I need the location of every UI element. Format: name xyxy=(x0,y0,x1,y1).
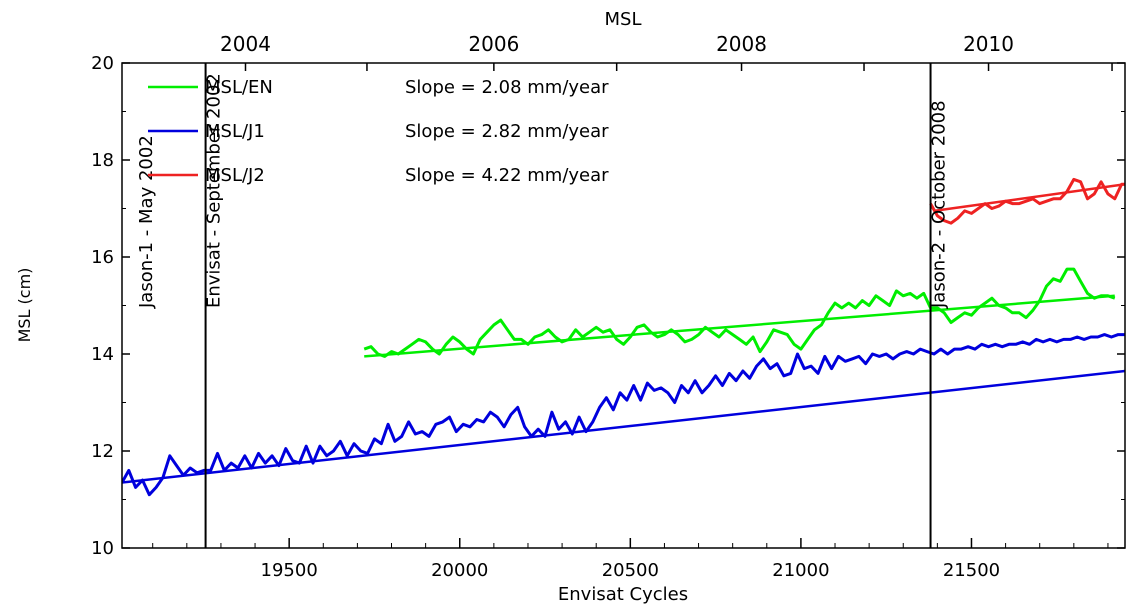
plot-frame xyxy=(121,62,1126,549)
legend-slope: Slope = 2.82 mm/year xyxy=(405,121,609,142)
y-tick-label: 14 xyxy=(91,344,114,365)
x-axis-label: Envisat Cycles xyxy=(558,584,688,605)
y-tick-label: 20 xyxy=(91,53,114,74)
marker-label-2: Jason-2 - October 2008 xyxy=(929,100,950,309)
trend-line-msl-j1 xyxy=(122,369,1125,484)
series-line-msl-en xyxy=(363,267,1116,358)
x-tick-label: 21000 xyxy=(772,560,829,581)
x-tick-label: 21500 xyxy=(943,560,1000,581)
top-tick-label: 2004 xyxy=(220,32,271,56)
series-line-msl-j1 xyxy=(122,333,1125,497)
y-tick-label: 12 xyxy=(91,441,114,462)
series-layer xyxy=(122,177,1125,497)
x-tick-label: 20000 xyxy=(431,560,488,581)
legend-label: MSL/J2 xyxy=(205,165,265,186)
y-tick-label: 10 xyxy=(91,538,114,559)
axes: 10 12 14 16 18 20 19500 20000 20500 21000 21500 200… xyxy=(91,32,1125,581)
marker-label-1: Envisat - September 2002 xyxy=(204,73,225,308)
legend-label: MSL/EN xyxy=(205,77,273,98)
legend-label: MSL/J1 xyxy=(205,121,265,142)
y-tick-label: 16 xyxy=(91,247,114,268)
legend-slope: Slope = 2.08 mm/year xyxy=(405,77,609,98)
top-tick-label: 2008 xyxy=(716,32,767,56)
top-tick-label: 2006 xyxy=(468,32,519,56)
legend-slope: Slope = 4.22 mm/year xyxy=(405,165,609,186)
x-tick-label: 19500 xyxy=(261,560,318,581)
x-tick-label: 20500 xyxy=(602,560,659,581)
trend-line-msl-en xyxy=(364,294,1115,358)
chart-title: MSL xyxy=(605,9,642,30)
y-tick-label: 18 xyxy=(91,150,114,171)
series-line-msl-j2 xyxy=(929,177,1125,225)
y-axis-label: MSL (cm) xyxy=(15,268,34,343)
marker-label-0: Jason-1 - May 2002 xyxy=(136,135,157,309)
legend: MSL/EN Slope = 2.08 mm/year MSL/J1 Slope = … xyxy=(148,77,609,186)
vertical-markers: Jason-1 - May 2002 Envisat - September 20… xyxy=(136,63,950,548)
trend-line-msl-j2 xyxy=(933,183,1125,213)
top-tick-label: 2010 xyxy=(963,32,1014,56)
